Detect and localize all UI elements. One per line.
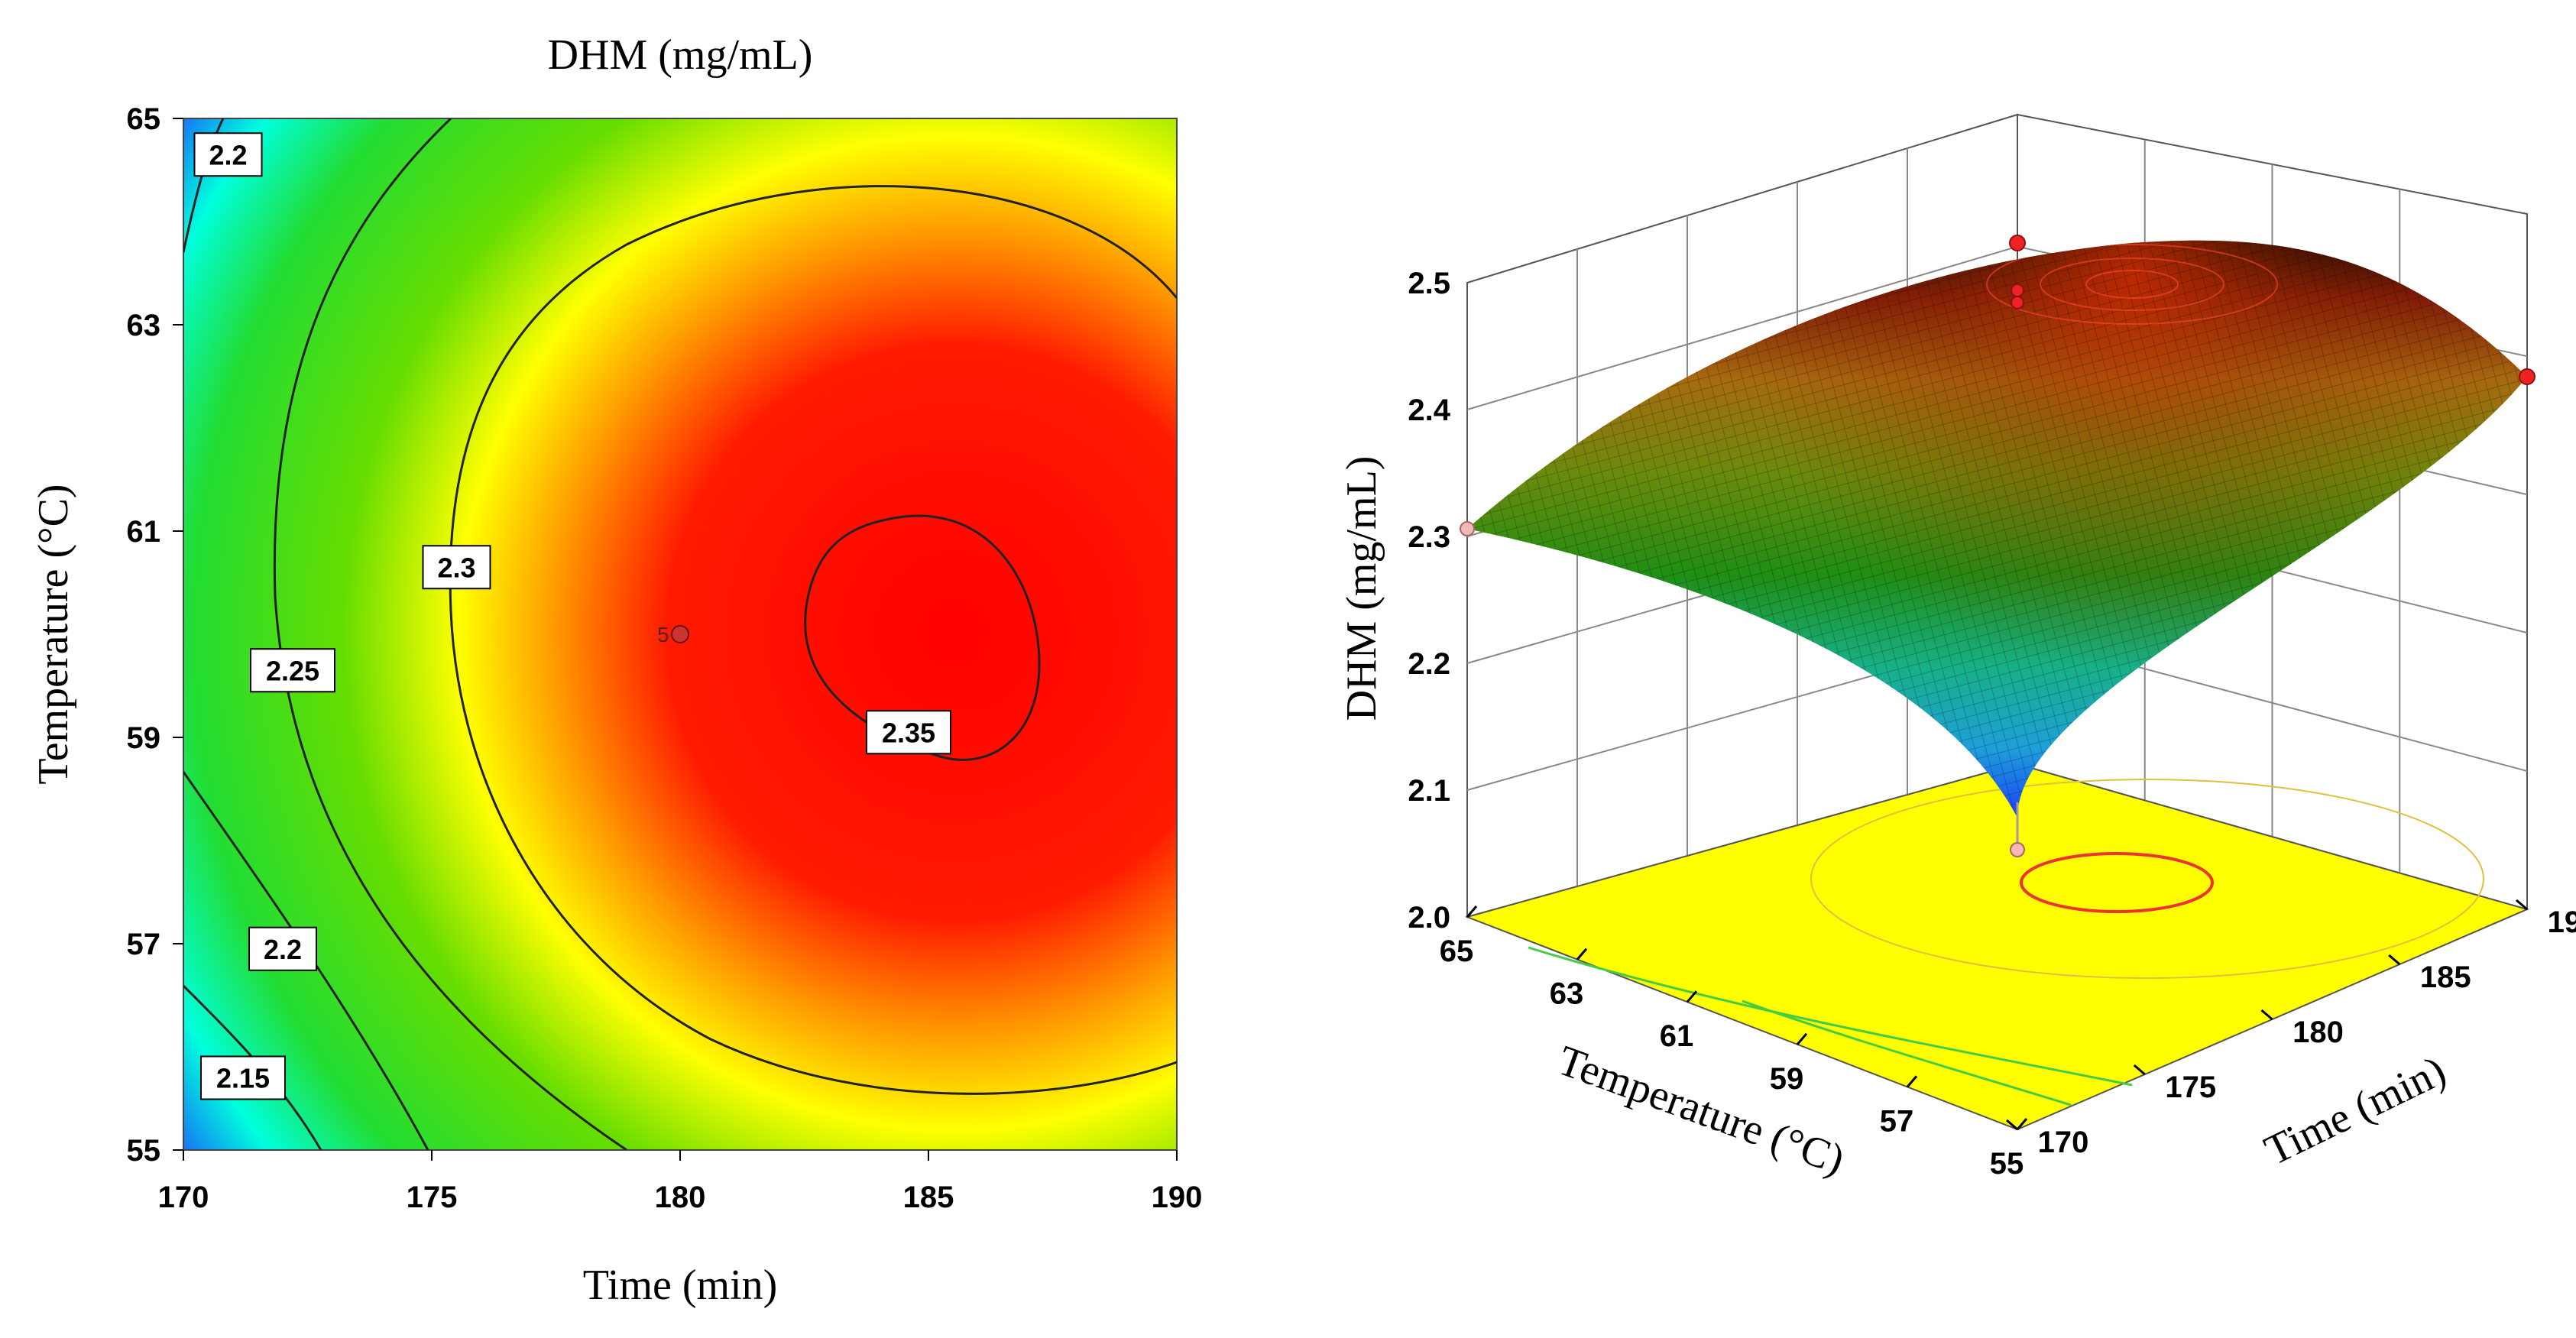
time-tick-mark	[2388, 954, 2401, 966]
surface-plot-panel: 2.0 2.1 2.2 2.3 2.4 2.5 55 57 59 61 63 65 170 175 18…	[1253, 0, 2576, 1334]
contour-label-box	[193, 132, 263, 177]
time-tick-mark	[2006, 1119, 2018, 1131]
floor-contour-2	[1528, 946, 2133, 1087]
x-tick-label: 180	[655, 1181, 706, 1214]
surface-time-axis-title: Time (min)	[2257, 1047, 2453, 1174]
contour-label: 2.3	[422, 545, 491, 590]
temperature-tick-label: 61	[1660, 1019, 1694, 1053]
contour-line-2-25	[273, 118, 627, 1150]
y-tick-label: 55	[127, 1134, 161, 1168]
contour-label: 2.15	[200, 1055, 286, 1100]
y-tick-label: 63	[127, 309, 161, 342]
surface-plot: 2.0 2.1 2.2 2.3 2.4 2.5 55 57 59 61 63 65 170 175 18…	[1338, 113, 2576, 1184]
z-tick-label: 2.0	[1408, 901, 1450, 935]
temperature-tick-mark	[1906, 1075, 1918, 1088]
time-tick-label: 175	[2165, 1071, 2216, 1104]
x-tick-label: 170	[158, 1181, 209, 1214]
temperature-tick-mark	[1686, 990, 1698, 1003]
surface-temperature-axis-title: Temperature (°C)	[1552, 1037, 1851, 1184]
surface-z-axis-title: DHM (mg/mL)	[1338, 456, 1385, 721]
surface-peak-rings	[1986, 244, 2278, 325]
x-tick-label: 175	[407, 1181, 458, 1214]
contour-label-text: 2.3	[437, 552, 475, 583]
time-tick-mark	[2516, 899, 2528, 911]
z-tick-labels: 2.0 2.1 2.2 2.3 2.4 2.5	[1408, 267, 1450, 935]
time-tick-label: 185	[2420, 961, 2471, 994]
z-tick-label: 2.3	[1408, 520, 1450, 554]
contour-label: 2.35	[866, 710, 951, 755]
time-tick-mark	[2133, 1064, 2146, 1076]
temperature-tick-mark	[2016, 1118, 2028, 1130]
time-tick-labels: 170 175 180 185 190	[2038, 905, 2576, 1159]
design-points	[1460, 235, 2535, 857]
floor-contour-3	[1742, 999, 2072, 1106]
contour-y-axis-title: Temperature (°C)	[30, 484, 77, 784]
z-tick-label: 2.5	[1408, 267, 1450, 300]
design-point-label: 5	[657, 623, 669, 646]
temperature-tick-label: 65	[1440, 935, 1474, 968]
z-tick-label: 2.2	[1408, 647, 1450, 681]
design-point-low	[2010, 842, 2025, 857]
contour-label: 2.2	[248, 926, 317, 971]
time-tick-mark	[2260, 1009, 2273, 1021]
contour-label: 2.2	[193, 132, 263, 177]
wall-gridline	[1466, 245, 2018, 410]
contour-label-box	[248, 926, 317, 971]
z-tick-label: 2.1	[1408, 774, 1450, 808]
z-tick-label: 2.4	[1408, 394, 1450, 427]
contour-label: 2.25	[250, 648, 335, 693]
temperature-tick-label: 59	[1770, 1062, 1804, 1096]
contour-label-text: 2.25	[266, 655, 319, 686]
frame-ticks	[173, 118, 1178, 1161]
temperature-tick-mark	[1576, 948, 1588, 961]
time-tick-label: 190	[2548, 905, 2576, 939]
y-tick-label: 65	[127, 102, 161, 136]
contour-labels: 2.2 2.3 2.25 2.35 2.2 2.15	[193, 132, 951, 1100]
y-tick-labels: 55 57 59 61 63 65	[127, 102, 161, 1168]
temperature-tick-mark	[1466, 905, 1478, 918]
contour-plot-panel: 170 175 180 185 190 55 57 59 61 63 65 2.2 2.3 2.25 2…	[0, 0, 1223, 1334]
x-tick-label: 185	[903, 1181, 954, 1214]
design-point-center-2	[2011, 283, 2024, 297]
floor-ticks	[1466, 899, 2528, 1131]
x-tick-labels: 170 175 180 185 190	[158, 1181, 1203, 1214]
design-point-center-3	[2011, 296, 2024, 309]
contour-label-text: 2.15	[216, 1063, 270, 1094]
contour-line-2-35	[804, 514, 1041, 761]
contour-label-text: 2.2	[264, 934, 302, 965]
contour-line-2-3	[449, 185, 1177, 1095]
design-point: 5	[657, 623, 689, 646]
contour-label-text: 2.35	[882, 717, 935, 748]
temperature-tick-label: 57	[1880, 1104, 1914, 1138]
contour-label-text: 2.2	[209, 139, 247, 170]
y-tick-label: 59	[127, 721, 161, 755]
design-point-marker	[671, 625, 689, 643]
design-point-corner-right	[2519, 368, 2535, 385]
temperature-tick-labels: 55 57 59 61 63 65	[1440, 935, 2024, 1181]
design-point-corner-left	[1460, 521, 1475, 536]
time-tick-label: 170	[2038, 1126, 2089, 1159]
temperature-tick-label: 63	[1550, 977, 1584, 1011]
time-tick-label: 180	[2292, 1016, 2344, 1049]
y-tick-label: 57	[127, 928, 161, 961]
x-tick-label: 190	[1152, 1181, 1203, 1214]
design-point-center-1	[2009, 235, 2026, 251]
contour-label-box	[200, 1055, 286, 1100]
contour-title: DHM (mg/mL)	[548, 31, 813, 79]
contour-label-box	[250, 648, 335, 693]
contour-line-2-2-upper	[183, 118, 225, 253]
contour-label-box	[422, 545, 491, 590]
contour-label-box	[866, 710, 951, 755]
floor-contour-optimum	[2020, 852, 2214, 913]
y-tick-label: 61	[127, 515, 161, 549]
contour-x-axis-title: Time (min)	[583, 1262, 778, 1309]
temperature-tick-mark	[1796, 1032, 1808, 1045]
floor-contour-1	[1810, 779, 2484, 979]
temperature-tick-label: 55	[1990, 1147, 2024, 1181]
